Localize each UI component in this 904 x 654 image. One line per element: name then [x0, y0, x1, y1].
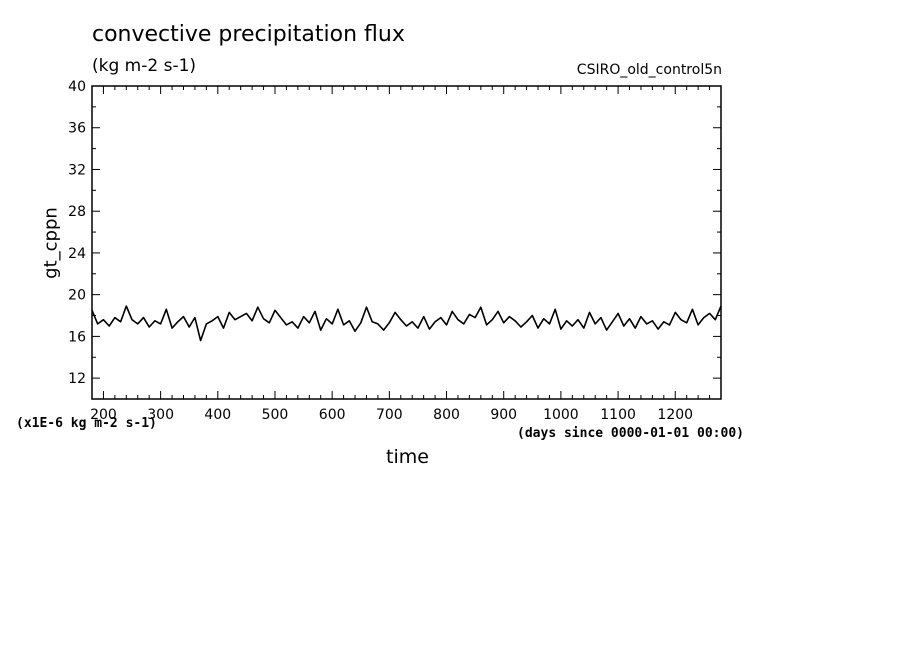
x-tick-label: 300	[147, 407, 174, 423]
axis-ticks: 12 16 20 24 28 32 36 40 200 300 400 500 600 700 800 900…	[68, 79, 722, 423]
series-group	[91, 305, 722, 342]
x-tick-label: 400	[204, 407, 231, 423]
x-tick-label: 800	[433, 407, 460, 423]
x-tick-label: 1100	[600, 407, 636, 423]
x-tick-label: 500	[262, 407, 289, 423]
x-tick-label: 200	[90, 407, 117, 423]
series-line	[91, 305, 722, 342]
y-tick-label: 12	[68, 371, 86, 387]
y-tick-label: 28	[68, 204, 86, 220]
y-tick-label: 20	[68, 288, 86, 304]
y-units-note: (x1E-6 kg m-2 s-1)	[16, 416, 157, 431]
dataset-label: CSIRO_old_control5n	[576, 62, 722, 78]
x-tick-label: 700	[376, 407, 403, 423]
chart-units: (kg m-2 s-1)	[92, 56, 197, 76]
y-tick-label: 40	[68, 79, 86, 95]
chart-title: convective precipitation flux	[92, 22, 405, 47]
x-tick-label: 1200	[657, 407, 693, 423]
y-tick-label: 24	[68, 246, 86, 262]
x-tick-label: 1000	[543, 407, 579, 423]
y-tick-label: 16	[68, 329, 86, 345]
x-tick-label: 900	[490, 407, 517, 423]
x-epoch-note: (days since 0000-01-01 00:00)	[517, 426, 744, 441]
y-tick-label: 32	[68, 162, 86, 178]
plot-frame	[91, 85, 722, 400]
x-axis-label: time	[386, 446, 429, 468]
x-tick-label: 600	[319, 407, 346, 423]
y-tick-label: 36	[68, 121, 86, 137]
